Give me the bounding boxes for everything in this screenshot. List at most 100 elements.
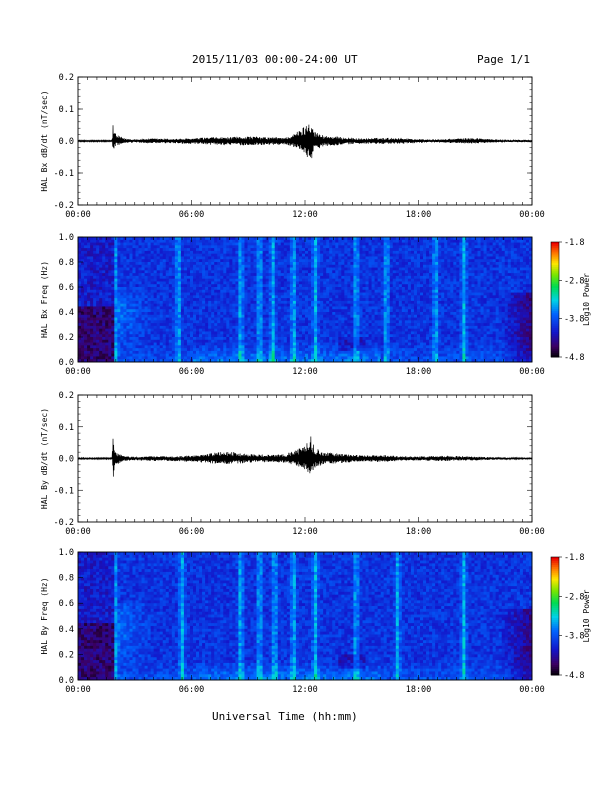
spectrogram-cell <box>347 239 351 243</box>
spectrogram-cell <box>262 303 267 307</box>
spectrogram-cell <box>283 259 288 263</box>
spectrogram-cell <box>253 298 257 302</box>
spectrogram-cell <box>350 334 354 338</box>
spectrogram-cell <box>326 289 330 293</box>
spectrogram-cell <box>180 284 185 288</box>
spectrogram-cell <box>274 317 279 321</box>
spectrogram-cell <box>244 325 248 330</box>
spectrogram-cell <box>138 303 142 307</box>
spectrogram-cell <box>341 331 345 335</box>
spectrogram-cell <box>374 259 379 263</box>
spectrogram-cell <box>129 284 133 288</box>
spectrogram-cell <box>308 259 312 263</box>
spectrogram-cell <box>398 359 403 363</box>
spectrogram-cell <box>132 312 136 316</box>
spectrogram-cell <box>283 250 288 255</box>
spectrogram-cell <box>168 328 173 332</box>
spectrogram-cell <box>317 278 321 282</box>
spectrogram-cell <box>156 289 161 293</box>
spectrogram-cell <box>298 262 303 266</box>
spectrogram-cell <box>347 331 351 335</box>
spectrogram-cell <box>108 273 112 277</box>
spectrogram-cell <box>311 237 315 241</box>
spectrogram-cell <box>108 289 112 293</box>
spectrogram-cell <box>199 356 203 360</box>
spectrogram-cell <box>150 287 155 291</box>
spectrogram-cell <box>135 309 139 313</box>
spectrogram-cell <box>377 300 382 305</box>
spectrogram-cell <box>123 278 127 282</box>
spectrogram-cell <box>180 350 185 355</box>
spectrogram-cell <box>120 262 124 266</box>
spectrogram-cell <box>253 245 257 249</box>
spectrogram-cell <box>256 359 260 363</box>
spectrogram-cell <box>259 314 264 318</box>
spectrogram-cell <box>229 250 233 255</box>
spectrogram-cell <box>186 273 191 277</box>
spectrogram-cell <box>247 237 251 241</box>
spectrogram-cell <box>383 245 388 249</box>
spectrogram-cell <box>250 325 254 330</box>
spectrogram-cell <box>314 267 318 271</box>
spectrogram-cell <box>99 331 103 335</box>
spectrogram-cell <box>241 278 245 282</box>
spectrogram-cell <box>308 337 312 341</box>
spectrogram-cell <box>205 250 209 255</box>
spectrogram-cell <box>292 242 297 246</box>
spectrogram-cell <box>386 314 391 318</box>
spectrogram-cell <box>298 289 303 293</box>
spectrogram-cell <box>368 278 372 282</box>
spectrogram-cell <box>114 295 118 299</box>
spectrogram-cell <box>81 312 85 316</box>
spectrogram-cell <box>162 284 167 288</box>
spectrogram-cell <box>205 312 209 316</box>
spectrogram-cell <box>108 242 112 246</box>
spectrogram-cell <box>374 264 379 268</box>
spectrogram-cell <box>162 281 167 285</box>
spectrogram-cell <box>338 323 342 327</box>
spectrogram-cell <box>329 317 333 321</box>
spectrogram-cell <box>99 284 103 288</box>
spectrogram-cell <box>326 270 330 274</box>
spectrogram-cell <box>138 275 142 280</box>
spectrogram-cell <box>371 259 376 263</box>
spectrogram-cell <box>365 345 369 349</box>
spectrogram-cell <box>356 345 360 349</box>
spectrogram-cell <box>153 356 158 360</box>
spectrogram-cell <box>183 314 188 318</box>
spectrogram-cell <box>180 348 185 352</box>
spectrogram-cell <box>189 281 194 285</box>
spectrogram-cell <box>174 262 179 266</box>
spectrogram-cell <box>392 323 397 327</box>
spectrogram-cell <box>111 275 115 280</box>
spectrogram-cell <box>238 245 242 249</box>
spectrogram-cell <box>317 328 321 332</box>
spectrogram-cell <box>138 284 142 288</box>
spectrogram-cell <box>162 239 167 243</box>
spectrogram-cell <box>265 353 270 357</box>
spectrogram-cell <box>362 270 366 274</box>
spectrogram-cell <box>265 348 270 352</box>
spectrogram-cell <box>329 287 333 291</box>
spectrogram-cell <box>147 300 152 305</box>
spectrogram-cell <box>371 237 376 241</box>
spectrogram-cell <box>138 259 142 263</box>
spectrogram-cell <box>144 323 149 327</box>
spectrogram-cell <box>78 250 82 255</box>
spectrogram-cell <box>174 350 179 355</box>
spectrogram-cell <box>392 337 397 341</box>
spectrogram-cell <box>259 312 264 316</box>
spectrogram-cell <box>232 237 236 241</box>
spectrogram-cell <box>347 270 351 274</box>
spectrogram-cell <box>111 284 115 288</box>
spectrogram-cell <box>162 303 167 307</box>
spectrogram-cell <box>392 320 397 324</box>
spectrogram-cell <box>126 281 130 285</box>
spectrogram-cell <box>165 303 170 307</box>
spectrogram-cell <box>174 331 179 335</box>
spectrogram-cell <box>108 295 112 299</box>
spectrogram-cell <box>132 325 136 330</box>
spectrogram-cell <box>229 281 233 285</box>
spectrogram-cell <box>78 325 82 330</box>
spectrogram-cell <box>247 253 251 257</box>
